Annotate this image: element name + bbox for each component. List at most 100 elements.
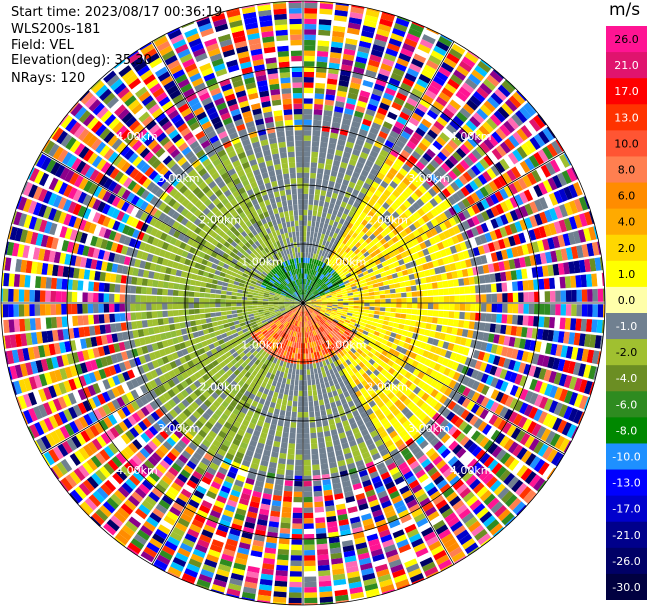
range-gate <box>440 448 451 459</box>
range-gate <box>303 295 306 301</box>
range-gate <box>304 50 316 57</box>
range-gate <box>389 317 396 322</box>
range-gate <box>340 201 347 208</box>
range-gate <box>312 318 317 324</box>
range-gate <box>338 370 344 377</box>
range-gate <box>268 367 274 374</box>
range-gate <box>299 321 301 328</box>
range-gate <box>331 336 337 343</box>
range-gate <box>310 306 316 310</box>
range-gate <box>337 405 344 412</box>
range-gate <box>504 382 514 395</box>
range-gate <box>416 309 423 315</box>
range-gate <box>367 284 374 289</box>
range-gate <box>312 346 316 353</box>
range-gate <box>421 383 430 392</box>
range-gate <box>486 293 492 303</box>
range-gate <box>352 385 360 393</box>
range-gate <box>408 503 421 514</box>
range-gate <box>351 328 358 334</box>
range-gate <box>299 310 302 317</box>
range-gate <box>321 307 327 310</box>
range-gate <box>232 518 244 527</box>
range-gate <box>542 146 554 160</box>
range-gate <box>469 237 478 248</box>
range-gate <box>226 404 235 413</box>
range-gate <box>347 164 355 172</box>
range-gate <box>317 314 323 319</box>
range-gate <box>329 368 335 376</box>
range-gate <box>282 394 289 401</box>
range-gate <box>370 251 377 258</box>
range-gate <box>439 463 450 474</box>
range-gate <box>328 396 335 404</box>
range-gate <box>333 265 339 271</box>
range-gate <box>495 203 505 215</box>
range-gate <box>384 379 392 388</box>
range-gate <box>348 236 355 243</box>
range-gate <box>347 295 354 299</box>
range-gate <box>214 388 223 396</box>
range-gate <box>325 328 330 335</box>
range-gate <box>305 316 308 322</box>
range-gate <box>283 490 293 497</box>
range-gate <box>311 141 320 147</box>
range-gate <box>318 575 331 582</box>
range-gate <box>362 416 371 424</box>
range-gate <box>557 358 566 372</box>
range-gate <box>313 264 318 271</box>
range-gate <box>288 438 296 444</box>
range-gate <box>428 54 442 66</box>
range-gate <box>333 578 347 586</box>
range-gate <box>327 451 335 458</box>
range-gate <box>374 248 381 255</box>
range-gate <box>235 416 244 424</box>
range-gate <box>393 277 400 284</box>
range-gate <box>157 318 164 326</box>
range-gate <box>378 286 385 291</box>
range-gate <box>422 335 429 343</box>
range-gate <box>389 130 400 140</box>
range-gate <box>322 269 327 275</box>
range-gate <box>393 22 408 33</box>
range-gate <box>461 538 476 550</box>
range-gate <box>313 318 318 324</box>
range-gate <box>467 152 478 164</box>
range-gate <box>233 369 241 376</box>
range-gate <box>395 185 404 194</box>
range-gate <box>537 443 549 457</box>
range-gate <box>489 323 496 333</box>
range-gate <box>298 390 303 397</box>
range-gate <box>434 205 444 215</box>
range-gate <box>356 547 369 555</box>
range-gate <box>222 480 233 489</box>
range-gate <box>344 253 350 260</box>
range-gate <box>406 303 413 309</box>
range-gate <box>392 370 400 378</box>
range-gate <box>327 78 338 85</box>
range-gate <box>591 241 600 256</box>
range-gate <box>319 311 325 316</box>
range-gate <box>346 97 357 106</box>
range-gate <box>379 578 393 588</box>
range-gate <box>306 321 308 327</box>
range-gate <box>305 304 310 309</box>
range-gate <box>539 291 545 302</box>
range-gate <box>282 501 292 508</box>
range-gate <box>315 297 322 300</box>
range-gate <box>303 188 309 194</box>
range-gate <box>329 137 338 145</box>
range-gate <box>414 354 422 362</box>
range-gate <box>262 563 275 570</box>
range-gate <box>562 359 571 373</box>
range-gate <box>251 370 258 377</box>
range-gate <box>391 495 403 505</box>
range-gate <box>280 337 285 344</box>
range-gate <box>486 167 497 180</box>
range-gate <box>281 437 289 444</box>
range-gate <box>427 129 438 140</box>
range-gate <box>163 515 176 526</box>
range-gate <box>365 323 372 329</box>
range-gate <box>245 449 254 458</box>
range-gate <box>334 106 344 113</box>
